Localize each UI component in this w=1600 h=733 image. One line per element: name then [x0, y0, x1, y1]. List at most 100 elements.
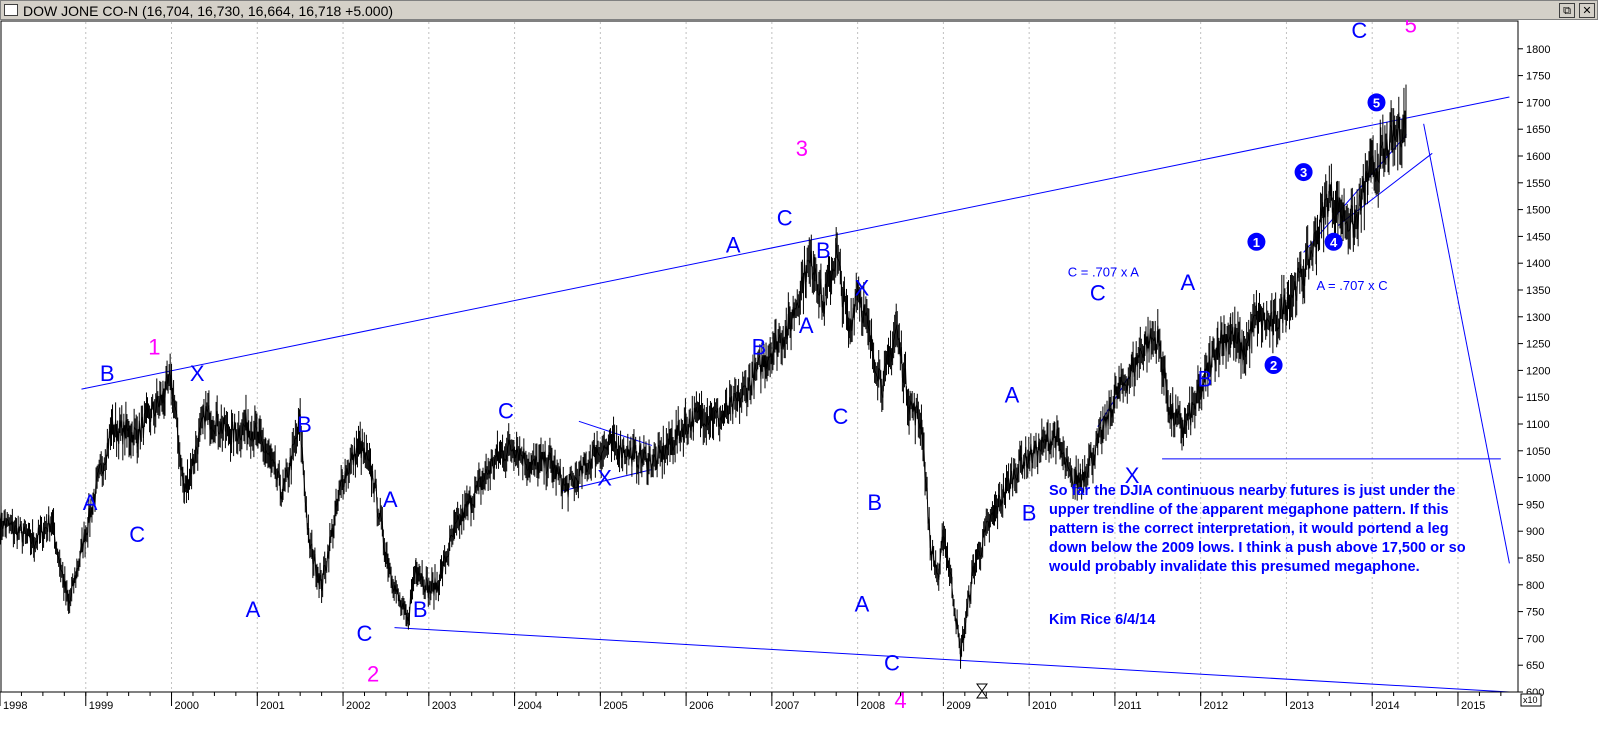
x-tick-label: 2008 [861, 700, 885, 712]
wave-label: X [597, 466, 612, 491]
x-tick-label: 2012 [1204, 700, 1228, 712]
circled-wave-label: 1 [1253, 235, 1260, 250]
wave-label: B [816, 238, 831, 263]
y-tick-label: 1400 [1526, 258, 1550, 270]
wave-label: B [1198, 366, 1213, 391]
wave-label: A [383, 487, 398, 512]
y-tick-label: 900 [1526, 526, 1544, 538]
circled-wave-label: 5 [1373, 95, 1380, 110]
wave-label: C [498, 399, 514, 424]
wave-label: A [1005, 383, 1020, 408]
trendline [1337, 152, 1433, 227]
wave-label: C [777, 206, 793, 231]
hourglass-icon [976, 683, 988, 699]
y-tick-label: 1150 [1526, 392, 1550, 404]
x-tick-label: 1999 [89, 700, 113, 712]
y-tick-label: 1700 [1526, 97, 1550, 109]
major-wave-label: 2 [367, 661, 379, 686]
wave-label: B [100, 361, 115, 386]
y-tick-label: 1750 [1526, 71, 1550, 83]
y-tick-label: 750 [1526, 607, 1544, 619]
wave-label: X [1125, 463, 1140, 488]
x-tick-label: 2014 [1375, 700, 1399, 712]
x-tick-label: 2001 [260, 700, 284, 712]
y-tick-label: 1800 [1526, 44, 1550, 56]
y-tick-label: 650 [1526, 660, 1544, 672]
y-tick-label: 1650 [1526, 124, 1550, 136]
restore-window-button[interactable]: ⧉ [1559, 3, 1575, 18]
wave-label: A [83, 490, 98, 515]
circled-wave-label: 3 [1300, 165, 1307, 180]
x-tick-label: 2005 [603, 700, 627, 712]
scale-badge: x10 [1523, 695, 1538, 705]
wave-label: B [867, 490, 882, 515]
circled-wave-label: 2 [1270, 358, 1277, 373]
y-tick-label: 1550 [1526, 178, 1550, 190]
y-tick-label: 1050 [1526, 446, 1550, 458]
price-series [0, 84, 1407, 669]
wave-label: A [726, 232, 741, 257]
x-tick-label: 2013 [1289, 700, 1313, 712]
ratio-annotation: A = .707 x C [1316, 278, 1387, 293]
wave-label: A [246, 597, 261, 622]
y-tick-label: 1350 [1526, 285, 1550, 297]
ratio-annotation: C = .707 x A [1068, 265, 1140, 280]
major-wave-label: 3 [796, 136, 808, 161]
close-window-button[interactable]: ✕ [1579, 3, 1595, 18]
y-tick-label: 1300 [1526, 312, 1550, 324]
x-tick-label: 2006 [689, 700, 713, 712]
major-wave-label: 4 [894, 688, 906, 713]
wave-label: B [1022, 500, 1037, 525]
x-tick-label: 2010 [1032, 700, 1056, 712]
wave-label: A [855, 592, 870, 617]
symbol-name: DOW JONE CO-N [23, 3, 139, 19]
trendline [81, 96, 1510, 390]
x-tick-label: 2011 [1118, 700, 1142, 712]
wave-label: C [129, 522, 145, 547]
wave-label: A [1180, 270, 1195, 295]
x-tick-label: 2002 [346, 700, 370, 712]
y-tick-label: 800 [1526, 580, 1544, 592]
y-tick-label: 950 [1526, 499, 1544, 511]
wave-label: X [855, 275, 870, 300]
x-tick-label: 2015 [1461, 700, 1485, 712]
price-line [0, 111, 1407, 662]
x-tick-label: 2004 [518, 700, 542, 712]
scale-badge-box [1520, 693, 1542, 707]
wave-label: B [413, 597, 428, 622]
wave-label: C [833, 404, 849, 429]
wave-label: A [799, 313, 814, 338]
x-tick-label: 2000 [175, 700, 199, 712]
y-tick-label: 1250 [1526, 339, 1550, 351]
wave-label: C [357, 621, 373, 646]
y-axis: 6006507007508008509009501000105011001150… [1517, 22, 1550, 707]
wave-label: X [190, 361, 205, 386]
y-tick-label: 700 [1526, 633, 1544, 645]
major-wave-label: 1 [148, 334, 160, 359]
y-tick-label: 1100 [1526, 419, 1550, 431]
wave-label: C [884, 651, 900, 676]
x-tick-label: 2003 [432, 700, 456, 712]
y-tick-label: 850 [1526, 553, 1544, 565]
y-tick-label: 1000 [1526, 473, 1550, 485]
wave-label: C [1090, 281, 1106, 306]
y-tick-label: 1500 [1526, 205, 1550, 217]
y-tick-label: 1600 [1526, 151, 1550, 163]
circled-wave-label: 4 [1330, 235, 1338, 250]
trendline [1423, 123, 1510, 564]
wave-label: C [1351, 20, 1367, 43]
circled-wave-marker [1367, 93, 1386, 112]
circled-wave-marker [1294, 163, 1313, 182]
window-titlebar: DOW JONE CO-N (16,704, 16,730, 16,664, 1… [0, 0, 1598, 20]
x-axis: 1998 1999 2000 2001 2002 2003 2004 2005 2006 2007… [0, 683, 1518, 712]
circled-wave-marker [1264, 356, 1283, 375]
wave-label: B [752, 334, 767, 359]
analysis-note: So far the DJIA continuous nearby future… [1049, 483, 1466, 575]
x-tick-label: 2009 [946, 700, 970, 712]
trendlines [81, 96, 1510, 693]
window-menu-icon[interactable] [4, 4, 18, 16]
y-tick-label: 1200 [1526, 365, 1550, 377]
x-tick-label: 1998 [3, 700, 27, 712]
